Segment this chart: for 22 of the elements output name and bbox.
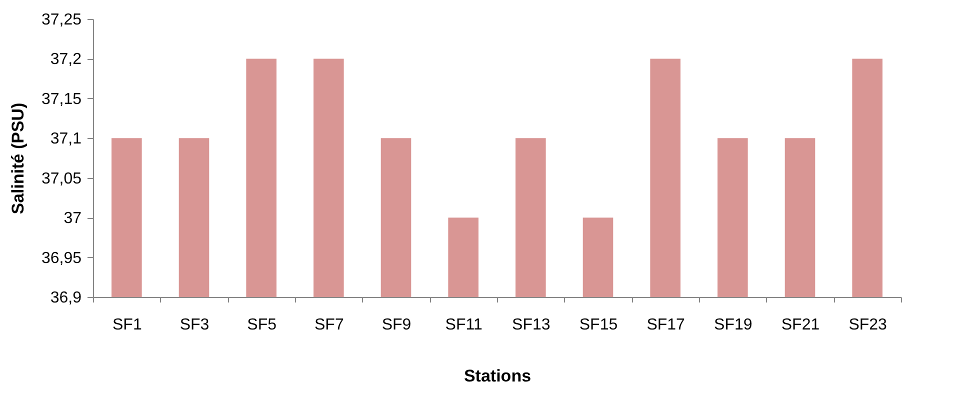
x-tick-label: SF9 <box>382 316 412 334</box>
x-tick-label: SF5 <box>247 316 277 334</box>
y-axis-title: Salinité (PSU) <box>8 102 28 214</box>
x-tick-label: SF19 <box>714 316 752 334</box>
x-tick-label: SF1 <box>112 316 142 334</box>
y-tick-label: 37,15 <box>41 90 82 108</box>
x-tick-label: SF11 <box>445 316 482 334</box>
y-tick-label: 37,1 <box>50 130 82 148</box>
x-tick-label: SF21 <box>781 316 820 334</box>
x-axis-title: Stations <box>464 366 532 386</box>
x-tick-label: SF17 <box>646 316 686 334</box>
x-tick-label: SF3 <box>180 316 210 334</box>
x-tick-label: SF15 <box>579 316 618 334</box>
x-tick-label: SF13 <box>512 316 550 334</box>
y-tick-label: 37,2 <box>50 51 82 68</box>
y-tick-label: 37,05 <box>41 170 82 188</box>
y-tick-label: 36,9 <box>50 290 82 306</box>
x-tick-label: SF23 <box>848 316 888 334</box>
y-tick-label: 37,25 <box>41 12 82 28</box>
x-tick-label: SF7 <box>314 316 344 334</box>
y-tick-label: 36,95 <box>41 250 82 267</box>
y-tick-label: 37 <box>64 210 82 228</box>
